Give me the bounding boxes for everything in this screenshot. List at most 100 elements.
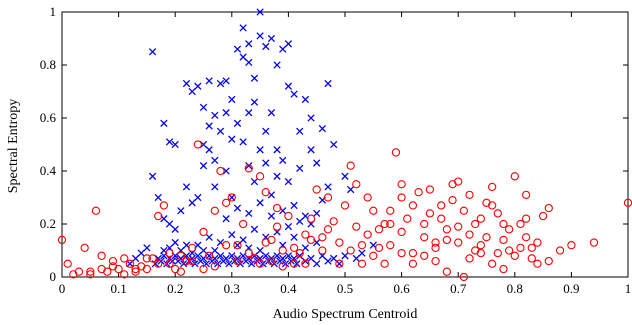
- circle-marker-point: [363, 193, 372, 202]
- x-marker-point: [358, 249, 366, 257]
- circle-marker-point: [374, 225, 384, 234]
- circle-marker-point: [250, 254, 259, 263]
- circle-marker-point: [408, 201, 418, 210]
- circle-marker-point: [589, 238, 599, 247]
- circle-marker-point: [521, 190, 531, 199]
- x-marker-point: [131, 254, 140, 263]
- x-marker-point: [222, 254, 230, 263]
- circle-marker-point: [437, 214, 446, 223]
- x-tick-label: 0.1: [110, 281, 126, 296]
- x-marker-point: [307, 146, 315, 154]
- circle-marker-point: [318, 233, 327, 242]
- circle-marker-point: [516, 243, 525, 252]
- circle-marker-point: [397, 248, 406, 258]
- circle-marker-point: [267, 256, 276, 266]
- circle-marker-point: [357, 259, 367, 268]
- circle-marker-point: [420, 219, 429, 229]
- circle-marker-point: [154, 211, 163, 221]
- x-marker-point: [284, 40, 293, 48]
- circle-marker-point: [527, 243, 536, 252]
- x-marker-point: [262, 159, 270, 167]
- circle-marker-point: [465, 254, 474, 263]
- data-points: [57, 8, 632, 282]
- circle-marker-point: [482, 198, 491, 207]
- y-tick-label: 0.6: [40, 110, 57, 125]
- circle-marker-point: [154, 259, 163, 268]
- x-marker-point: [205, 146, 213, 154]
- circle-marker-point: [352, 180, 361, 189]
- circle-marker-point: [420, 233, 429, 242]
- circle-marker-point: [448, 195, 457, 205]
- x-marker-point: [250, 225, 259, 233]
- x-marker-point: [284, 222, 293, 231]
- x-marker-point: [279, 156, 287, 165]
- x-marker-point: [194, 252, 202, 260]
- x-marker-point: [250, 98, 259, 106]
- x-marker-point: [273, 172, 281, 180]
- x-marker-point: [222, 109, 230, 117]
- circle-marker-point: [114, 264, 123, 274]
- y-tick-label: 0: [50, 269, 57, 284]
- circle-marker-point: [176, 251, 186, 260]
- circle-marker-point: [516, 219, 525, 229]
- x-marker-point: [267, 212, 276, 220]
- x-marker-point: [126, 260, 134, 268]
- circle-marker-point: [91, 206, 101, 215]
- circle-marker-point: [538, 211, 548, 221]
- x-marker-point: [267, 34, 276, 43]
- x-marker-point: [250, 74, 259, 82]
- x-marker-point: [211, 111, 219, 120]
- circle-marker-point: [504, 246, 514, 255]
- x-marker-point: [330, 254, 338, 263]
- circle-marker-point: [431, 256, 440, 266]
- x-marker-point: [307, 114, 315, 122]
- circle-marker-point: [165, 248, 174, 258]
- x-marker-point: [171, 238, 179, 247]
- circle-marker-point: [533, 238, 542, 247]
- x-tick-label: 0: [59, 281, 66, 296]
- x-marker-point: [279, 254, 287, 263]
- x-tick-label: 1: [625, 281, 632, 296]
- circle-marker-point: [352, 222, 361, 231]
- circle-marker-point: [488, 182, 497, 192]
- x-marker-point: [194, 82, 202, 90]
- x-marker-point: [205, 233, 213, 241]
- x-tick-label: 0.9: [563, 281, 579, 296]
- x-marker-point: [233, 254, 242, 263]
- axis-ticks: 0 0.1 0.2 0.3 0.4 0.5 0.6 0.7 0.8 0.9 1 0 0.2 0.4 0.6 0…: [40, 4, 632, 296]
- x-marker-point: [245, 109, 253, 117]
- circle-marker-point: [510, 251, 519, 260]
- x-marker-point: [256, 8, 264, 16]
- circle-marker-point: [120, 254, 129, 263]
- circle-marker-point: [397, 227, 406, 237]
- x-marker-point: [188, 199, 196, 207]
- circle-marker-point: [255, 172, 265, 181]
- circle-marker-point: [80, 243, 89, 252]
- circle-marker-point: [431, 238, 440, 247]
- circle-marker-point: [414, 188, 423, 197]
- circle-marker-point: [521, 233, 531, 242]
- x-marker-point: [163, 260, 171, 268]
- circle-marker-point: [176, 267, 186, 276]
- circle-marker-point: [499, 235, 508, 245]
- x-axis-label: Audio Spectrum Centroid: [273, 307, 418, 322]
- y-axis-label: Spectral Entropy: [6, 99, 21, 193]
- circle-marker-point: [193, 140, 202, 149]
- circle-marker-point: [369, 206, 378, 215]
- circle-marker-point: [210, 206, 219, 215]
- x-marker-point: [233, 45, 242, 53]
- blue-x-series: [126, 8, 377, 268]
- circle-marker-point: [210, 262, 219, 271]
- circle-marker-point: [374, 243, 384, 252]
- circle-marker-point: [493, 248, 502, 258]
- circle-marker-point: [255, 259, 265, 268]
- x-marker-point: [273, 146, 281, 154]
- circle-marker-point: [289, 243, 299, 252]
- x-marker-point: [324, 257, 332, 265]
- circle-marker-point: [408, 248, 418, 258]
- x-marker-point: [165, 220, 174, 228]
- red-circle-series: [57, 140, 632, 282]
- circle-marker-point: [221, 241, 231, 250]
- y-tick-label: 1: [50, 4, 57, 19]
- x-marker-point: [222, 77, 230, 85]
